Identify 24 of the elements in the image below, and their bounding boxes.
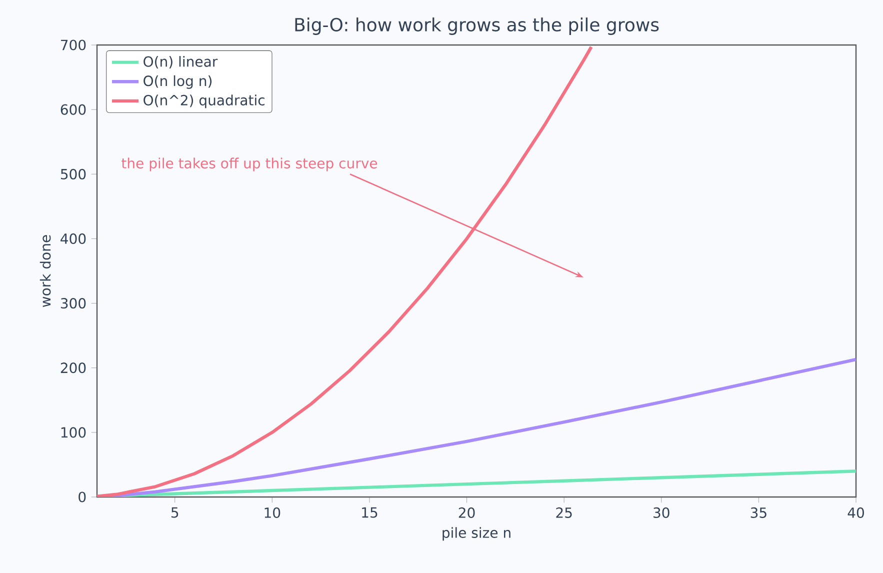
- x-tick-label: 15: [362, 507, 378, 518]
- y-tick-label: 300: [60, 298, 86, 309]
- y-tick-label: 100: [61, 427, 86, 438]
- x-axis-title: pile size n: [442, 527, 510, 541]
- legend-label: O(n^2) quadratic: [144, 94, 264, 108]
- annotation: the pile takes off up this steep curve: [122, 158, 378, 172]
- x-tick-label: 30: [654, 507, 670, 518]
- x-tick-label: 10: [264, 507, 280, 518]
- y-tick-label: 200: [60, 362, 86, 374]
- x-tick-label: 20: [458, 507, 475, 518]
- x-tick-label: 25: [556, 507, 572, 518]
- y-tick-label: 700: [61, 40, 86, 50]
- y-tick-label: 500: [60, 168, 86, 180]
- y-axis-title: work done: [40, 235, 51, 308]
- y-tick-label: 600: [60, 104, 86, 115]
- line-series: [97, 45, 593, 497]
- x-tick-label: 35: [750, 507, 766, 518]
- chart-title: Big-O: how work grows as the pile grows: [295, 18, 659, 35]
- y-tick-label: 0: [78, 492, 86, 502]
- x-tick-label: 40: [848, 507, 864, 518]
- legend-label: O(n) linear: [144, 56, 218, 68]
- y-tick-label: 400: [60, 233, 86, 244]
- x-tick-label: 5: [171, 507, 178, 518]
- legend-label: O(n log n): [144, 75, 212, 89]
